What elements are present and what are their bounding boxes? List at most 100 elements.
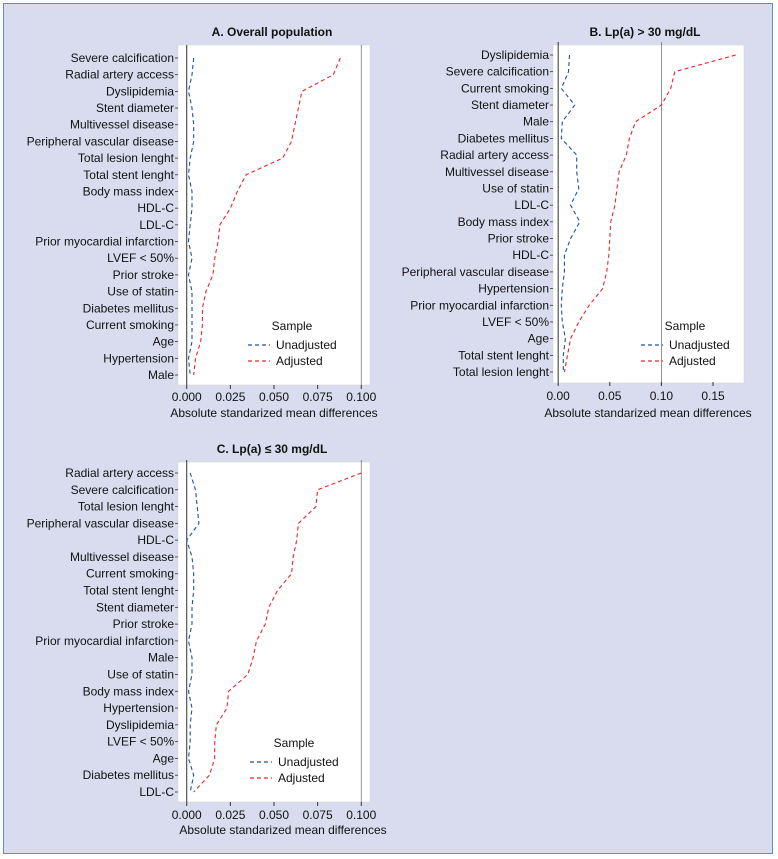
panel-b-category-label: Body mass index xyxy=(458,215,549,229)
panel-a-category-label: Radial artery access xyxy=(65,68,174,82)
panel-a-category-label: Severe calcification xyxy=(71,51,174,65)
panel-c-category-label: Age xyxy=(153,751,175,765)
panel-c-category-label: Hypertension xyxy=(103,701,174,715)
panel-b-category-label: LDL-C xyxy=(514,198,549,212)
panel-a-category-label: Diabetes mellitus xyxy=(83,301,174,315)
panel-b-xtick-label: 0.00 xyxy=(546,389,570,403)
legend-title: Sample xyxy=(274,736,315,750)
panel-a-category-label: Total stent lenght xyxy=(83,168,174,182)
panel-b-category-label: Male xyxy=(523,115,549,129)
panel-b-category-label: Peripheral vascular disease xyxy=(402,265,550,279)
panel-a-title: A. Overall population xyxy=(212,25,333,39)
panel-b-series-adjusted xyxy=(563,54,736,373)
panel-a: A. Overall population Absolute standariz… xyxy=(27,25,378,420)
panel-b-legend: Sample Unadjusted Adjusted xyxy=(641,319,730,368)
panel-b-category-label: Prior myocardial infarction xyxy=(410,298,549,312)
panel-b-category-label: Current smoking xyxy=(461,81,549,95)
panel-b-category-label: Multivessel disease xyxy=(445,165,549,179)
panel-c-category-label: Use of statin xyxy=(107,667,174,681)
panel-b-category-label: Dyslipidemia xyxy=(481,48,549,62)
panel-b-xlabel: Absolute standarized mean differences xyxy=(544,406,751,420)
panel-a-xlabel: Absolute standarized mean differences xyxy=(170,406,377,420)
panel-b-title: B. Lp(a) > 30 mg/dL xyxy=(589,25,700,39)
panel-a-series-unadjusted xyxy=(187,57,195,376)
legend-title: Sample xyxy=(272,319,313,333)
panel-b-category-label: Stent diameter xyxy=(471,98,549,112)
panel-a-category-label: Male xyxy=(148,368,174,382)
panel-c-xtick-label: 0.000 xyxy=(172,808,202,822)
panel-a-xtick-label: 0.000 xyxy=(172,390,202,404)
panel-a-category-label: LDL-C xyxy=(139,218,174,232)
panel-c-category-label: Prior myocardial infarction xyxy=(35,634,174,648)
panel-c: C. Lp(a) ≤ 30 mg/dL Absolute standarized… xyxy=(27,442,387,837)
panel-b-category-label: Diabetes mellitus xyxy=(458,131,549,145)
panel-a-category-label: Dyslipidemia xyxy=(106,84,174,98)
panel-c-category-label: Multivessel disease xyxy=(70,550,174,564)
panel-b-category-label: Prior stroke xyxy=(488,232,550,246)
panel-c-category-label: Severe calcification xyxy=(71,483,174,497)
legend-title: Sample xyxy=(665,319,706,333)
panel-a-xtick-label: 0.100 xyxy=(346,390,376,404)
panel-a-xtick-label: 0.075 xyxy=(303,390,333,404)
panel-a-category-label: Multivessel disease xyxy=(70,118,174,132)
panel-c-category-label: LVEF < 50% xyxy=(107,735,174,749)
panel-c-category-label: Diabetes mellitus xyxy=(83,768,174,782)
panel-c-xtick-label: 0.025 xyxy=(215,808,245,822)
panel-c-category-label: Total stent lenght xyxy=(83,584,174,598)
panel-c-plot-area xyxy=(177,461,371,803)
panel-a-category-label: Stent diameter xyxy=(96,101,174,115)
panel-b-xtick-label: 0.15 xyxy=(701,389,725,403)
panel-c-category-label: HDL-C xyxy=(137,533,174,547)
panel-a-category-label: Prior stroke xyxy=(113,268,175,282)
panel-c-xlabel: Absolute standarized mean differences xyxy=(179,823,386,837)
legend-item-unadjusted: Unadjusted xyxy=(278,755,339,769)
panel-a-category-label: Prior myocardial infarction xyxy=(35,235,174,249)
panel-a-category-label: Body mass index xyxy=(83,184,174,198)
panel-a-legend: Sample Unadjusted Adjusted xyxy=(248,319,337,368)
panel-a-series-adjusted xyxy=(193,57,341,376)
panel-c-category-label: Peripheral vascular disease xyxy=(27,516,175,530)
panel-b-category-label: Total lesion lenght xyxy=(453,365,550,379)
panel-c-legend: Sample Unadjusted Adjusted xyxy=(250,736,339,785)
panel-c-category-label: Radial artery access xyxy=(65,466,174,480)
legend-item-adjusted: Adjusted xyxy=(276,354,323,368)
panel-c-category-label: Prior stroke xyxy=(113,617,175,631)
panel-a-xtick-label: 0.050 xyxy=(259,390,289,404)
panel-c-xtick-label: 0.050 xyxy=(259,808,289,822)
panel-b-xtick-label: 0.10 xyxy=(650,389,674,403)
panel-a-category-label: Current smoking xyxy=(86,318,174,332)
panel-a-category-label: Total lesion lenght xyxy=(78,151,175,165)
panel-c-series-unadjusted xyxy=(186,472,200,793)
panel-a-category-label: Age xyxy=(153,335,175,349)
panel-c-xtick-label: 0.075 xyxy=(303,808,333,822)
panel-a-category-label: Use of statin xyxy=(107,285,174,299)
panel-c-series-adjusted xyxy=(193,472,362,793)
panel-b-category-label: Severe calcification xyxy=(446,65,549,79)
panel-a-category-label: Hypertension xyxy=(103,351,174,365)
panel-b-series-unadjusted xyxy=(560,54,581,372)
panel-b-category-label: Age xyxy=(528,332,550,346)
panel-c-category-label: Male xyxy=(148,651,174,665)
panel-c-category-label: Stent diameter xyxy=(96,600,174,614)
panel-c-category-label: Body mass index xyxy=(83,684,174,698)
panel-c-category-label: Current smoking xyxy=(86,567,174,581)
panel-b-plot-area xyxy=(552,44,745,384)
panel-b-category-label: Radial artery access xyxy=(440,148,549,162)
panel-c-category-label: Total lesion lenght xyxy=(78,500,175,514)
panel-b-category-label: Use of statin xyxy=(482,181,549,195)
legend-item-adjusted: Adjusted xyxy=(669,354,716,368)
panel-b-category-label: Total stent lenght xyxy=(458,348,549,362)
legend-item-unadjusted: Unadjusted xyxy=(669,338,730,352)
legend-item-unadjusted: Unadjusted xyxy=(276,338,337,352)
panel-a-plot-area xyxy=(177,44,371,386)
panel-a-category-label: HDL-C xyxy=(137,201,174,215)
panel-a-category-label: LVEF < 50% xyxy=(107,251,174,265)
panel-b-category-label: LVEF < 50% xyxy=(482,315,549,329)
panel-c-title: C. Lp(a) ≤ 30 mg/dL xyxy=(217,442,328,456)
panel-b-category-label: Hypertension xyxy=(478,282,549,296)
panel-b-xtick-label: 0.05 xyxy=(598,389,622,403)
panel-a-xtick-label: 0.025 xyxy=(215,390,245,404)
panel-c-category-label: LDL-C xyxy=(139,785,174,799)
panel-b: B. Lp(a) > 30 mg/dL Absolute standarized… xyxy=(402,25,752,420)
